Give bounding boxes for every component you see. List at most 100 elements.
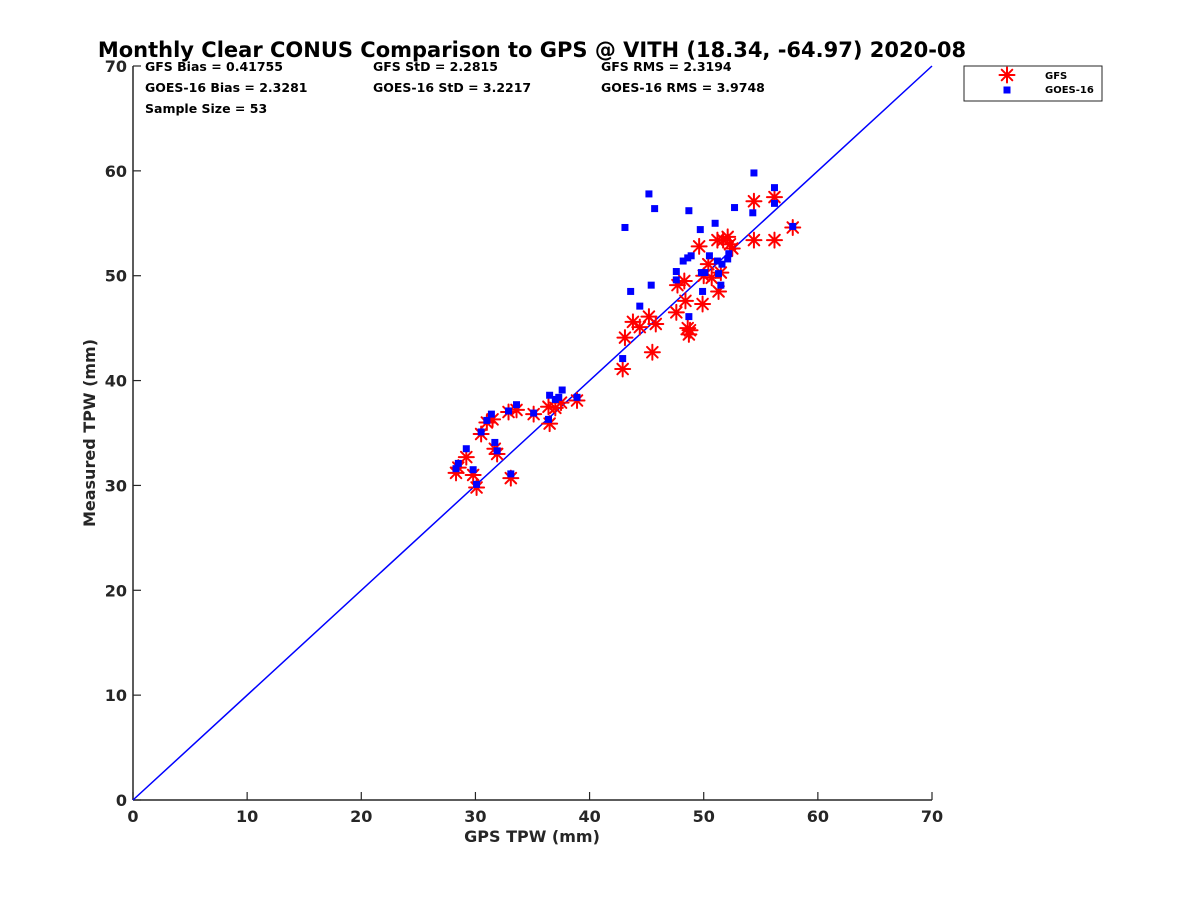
legend-box bbox=[963, 65, 1103, 102]
goes16-point bbox=[718, 260, 726, 268]
gfs-point bbox=[690, 237, 708, 255]
goes16-point bbox=[699, 287, 707, 295]
y-tick-label: 60 bbox=[105, 162, 127, 181]
goes16-point bbox=[685, 207, 693, 215]
one-to-one-line bbox=[132, 65, 933, 801]
goes16-point bbox=[558, 386, 566, 394]
goes16-point bbox=[452, 465, 460, 473]
x-axis-label: GPS TPW (mm) bbox=[464, 827, 600, 846]
gfs-rms-stat: GFS RMS = 2.3194 bbox=[601, 59, 732, 74]
goes16-point bbox=[647, 281, 655, 289]
gfs-point bbox=[745, 231, 763, 249]
goes16-point bbox=[645, 190, 653, 198]
gfs-point bbox=[765, 231, 783, 249]
x-tick-label: 20 bbox=[350, 807, 372, 826]
gfs-point bbox=[667, 303, 685, 321]
goes16-point bbox=[546, 391, 554, 399]
goes16-point bbox=[770, 184, 778, 192]
goes16-point bbox=[685, 313, 693, 321]
gfs-point bbox=[676, 292, 694, 310]
y-tick-label: 40 bbox=[105, 372, 127, 391]
gfs-point bbox=[694, 295, 712, 313]
goes16-point bbox=[473, 480, 481, 488]
goes16-point bbox=[513, 401, 521, 409]
y-tick-label: 50 bbox=[105, 267, 127, 286]
goes16-point bbox=[750, 169, 758, 177]
goes16-point bbox=[621, 223, 629, 231]
goes16-point bbox=[483, 416, 491, 424]
gfs-point bbox=[675, 272, 693, 290]
gfs-point bbox=[614, 360, 632, 378]
x-tick-label: 10 bbox=[236, 807, 258, 826]
goes16-point bbox=[636, 302, 644, 310]
y-tick-label: 70 bbox=[105, 57, 127, 76]
chart-title: Monthly Clear CONUS Comparison to GPS @ … bbox=[98, 38, 966, 62]
gfs-point bbox=[457, 448, 475, 466]
legend-gfs-label: GFS bbox=[1045, 71, 1067, 82]
goes16-point bbox=[469, 466, 477, 474]
goes16-point bbox=[544, 415, 552, 423]
y-tick-label: 30 bbox=[105, 476, 127, 495]
goes16-point bbox=[491, 438, 499, 446]
y-axis-label: Measured TPW (mm) bbox=[80, 339, 99, 527]
goes16-bias-stat: GOES-16 Bias = 2.3281 bbox=[145, 80, 307, 95]
goes16-point bbox=[687, 252, 695, 260]
goes16-point bbox=[679, 257, 687, 265]
goes16-point bbox=[487, 410, 495, 418]
goes16-rms-stat: GOES-16 RMS = 3.9748 bbox=[601, 80, 765, 95]
axes: 0 10 20 30 40 50 60 70 0 10 20 30 40 50 60 70 bbox=[105, 57, 943, 826]
goes16-point bbox=[555, 393, 563, 401]
legend-goes16-marker bbox=[1003, 86, 1011, 94]
goes16-point bbox=[713, 257, 721, 265]
goes16-point bbox=[619, 355, 627, 363]
goes16-point bbox=[725, 250, 733, 258]
goes16-point bbox=[477, 428, 485, 436]
goes16-point bbox=[749, 209, 757, 217]
reference-line-layer bbox=[132, 65, 933, 801]
goes16-point bbox=[493, 447, 501, 455]
goes16-point bbox=[789, 222, 797, 230]
goes16-point bbox=[627, 287, 635, 295]
goes16-point bbox=[505, 407, 513, 415]
x-tick-label: 30 bbox=[464, 807, 486, 826]
goes16-point bbox=[711, 219, 719, 227]
goes16-point bbox=[462, 445, 470, 453]
gfs-point bbox=[640, 308, 658, 326]
goes16-point bbox=[530, 409, 538, 417]
legend-goes16-label: GOES-16 bbox=[1045, 85, 1094, 96]
gfs-point bbox=[643, 343, 661, 361]
goes16-point bbox=[696, 226, 704, 234]
goes16-point bbox=[672, 268, 680, 276]
x-tick-label: 40 bbox=[578, 807, 600, 826]
gfs-bias-stat: GFS Bias = 0.41755 bbox=[145, 59, 283, 74]
goes16-point bbox=[507, 470, 515, 478]
goes16-std-stat: GOES-16 StD = 3.2217 bbox=[373, 80, 531, 95]
goes16-point bbox=[715, 270, 723, 278]
goes16-point bbox=[573, 393, 581, 401]
goes16-point bbox=[731, 204, 739, 212]
gfs-point bbox=[681, 321, 699, 339]
x-tick-label: 60 bbox=[807, 807, 829, 826]
x-tick-label: 70 bbox=[921, 807, 943, 826]
legend-gfs-marker bbox=[998, 66, 1016, 84]
gfs-point bbox=[631, 318, 649, 336]
statistics-block: GFS Bias = 0.41755 GFS StD = 2.2815 GFS … bbox=[145, 59, 765, 116]
goes16-point bbox=[651, 205, 659, 213]
goes16-point bbox=[705, 252, 713, 260]
gfs-point bbox=[616, 329, 634, 347]
goes16-point bbox=[724, 255, 732, 263]
goes16-point bbox=[672, 276, 680, 284]
goes16-point bbox=[717, 281, 725, 289]
x-tick-label: 0 bbox=[127, 807, 138, 826]
goes16-point bbox=[454, 459, 462, 467]
gfs-point bbox=[647, 315, 665, 333]
goes16-series bbox=[452, 169, 797, 488]
sample-size-stat: Sample Size = 53 bbox=[145, 101, 267, 116]
y-tick-label: 0 bbox=[116, 791, 127, 810]
gfs-std-stat: GFS StD = 2.2815 bbox=[373, 59, 498, 74]
y-tick-label: 20 bbox=[105, 581, 127, 600]
gfs-point bbox=[745, 192, 763, 210]
x-tick-label: 50 bbox=[693, 807, 715, 826]
legend-goes16-square bbox=[1003, 86, 1011, 94]
